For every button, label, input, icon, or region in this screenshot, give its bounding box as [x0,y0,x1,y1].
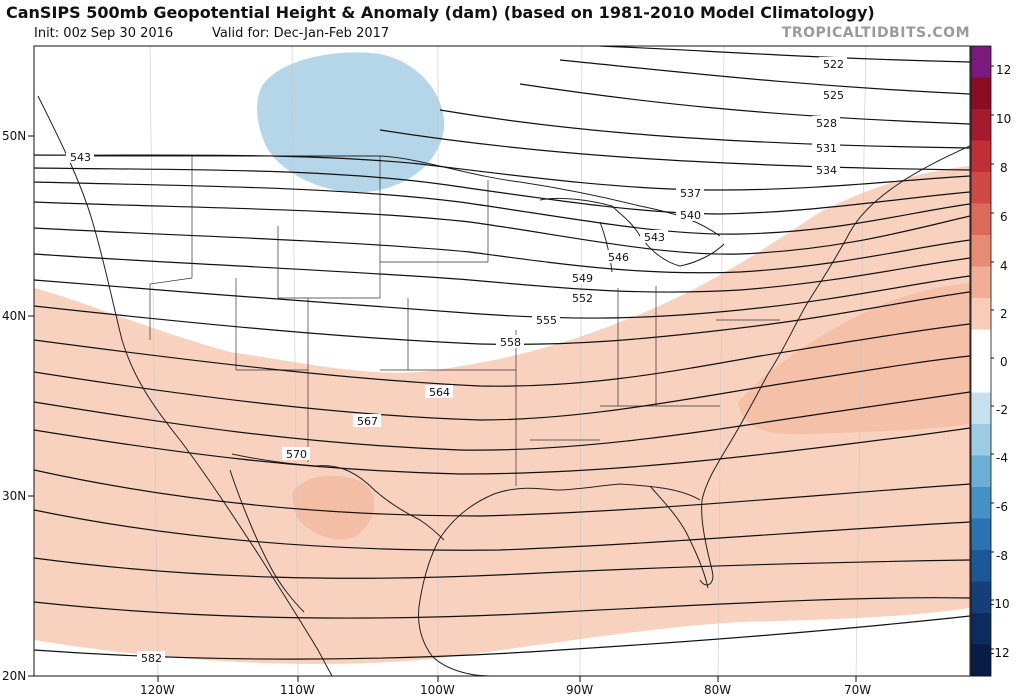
colorbar-label: -12 [990,646,1010,660]
lat-label: 40N [2,309,26,323]
lat-label: 30N [2,489,26,503]
contour-label: 531 [816,142,837,155]
lon-label: 120W [140,683,175,696]
lon-label: 100W [420,683,455,696]
colorbar-segment [971,329,991,362]
positive-anomaly-core-mexico [292,475,375,540]
colorbar-labels: 12 10 8 6 4 2 0 -2 -4 -6 -8 -10 -12 [990,63,1011,660]
colorbar-segment [971,581,991,614]
colorbar-segment [971,235,991,267]
anomaly-colorbar [970,45,994,677]
colorbar-label: 4 [1000,259,1008,273]
colorbar-label: 12 [996,63,1011,77]
contour-label: 528 [816,117,837,130]
colorbar-segment [971,644,991,677]
contour-labels: 522 525 528 531 534 537 540 543 543 546 … [66,57,847,665]
colorbar-segment [971,109,991,141]
colorbar-segment [971,172,991,204]
contour-label: 558 [500,336,521,349]
colorbar-segment [971,424,991,456]
colorbar-segment [971,550,991,582]
lon-label: 110W [280,683,315,696]
colorbar-label: 6 [1000,210,1008,224]
contour-label: 534 [816,164,837,177]
contour-label: 525 [823,89,844,102]
map-frame [33,45,971,677]
colorbar-segment [971,392,991,425]
colorbar-segment [971,140,991,173]
colorbar-segment [971,298,991,330]
contour-label: 582 [141,652,162,665]
colorbar-segment [971,487,991,519]
contour-label: 567 [357,415,378,428]
colorbar-segment [971,46,991,78]
lon-label: 90W [566,683,593,696]
chart-title: CanSIPS 500mb Geopotential Height & Anom… [6,3,875,22]
colorbar-frame [970,45,992,677]
colorbar-label: 2 [1000,307,1008,321]
colorbar-label: -10 [990,597,1010,611]
contour-label: 555 [536,314,557,327]
contour-label: 570 [286,448,307,461]
colorbar-label: -8 [996,549,1008,563]
contour-label: 552 [572,292,593,305]
colorbar-label: 0 [1000,355,1008,369]
contour-label: 549 [572,272,593,285]
contour-label: 543 [70,151,91,164]
positive-anomaly-core-east [738,283,970,435]
contour-label: 522 [823,58,844,71]
contour-label: 540 [680,209,701,222]
contour-label: 564 [429,386,450,399]
colorbar-label: 10 [996,112,1011,126]
lon-label: 70W [844,683,871,696]
contour-label: 543 [644,231,665,244]
init-time: Init: 00z Sep 30 2016 [34,26,174,41]
colorbar-segment [971,203,991,236]
colorbar-label: -6 [996,500,1008,514]
colorbar-segment [971,613,991,645]
colorbar-segment [971,77,991,110]
state-borders [149,156,780,486]
lon-label: 80W [704,683,731,696]
colorbar-label: -2 [996,403,1008,417]
valid-period: Valid for: Dec-Jan-Feb 2017 [212,26,390,41]
lat-label: 50N [2,129,26,143]
site-watermark: TROPICALTIDBITS.COM [781,25,970,41]
colorbar-segment [971,266,991,299]
colorbar-segment [971,518,991,551]
colorbar-segment [971,455,991,488]
longitude-axis: 120W 110W 100W 90W 80W 70W [140,676,871,696]
lat-label: 20N [2,669,26,683]
chart-header: CanSIPS 500mb Geopotential Height & Anom… [0,0,1024,46]
latitude-axis: 50N 40N 30N 20N [2,129,34,683]
colorbar-segment [971,361,991,393]
contour-label: 537 [680,187,701,200]
height-contours [34,46,970,660]
colorbar-label: 8 [1000,161,1008,175]
colorbar-label: -4 [996,451,1008,465]
contour-label: 546 [608,251,629,264]
